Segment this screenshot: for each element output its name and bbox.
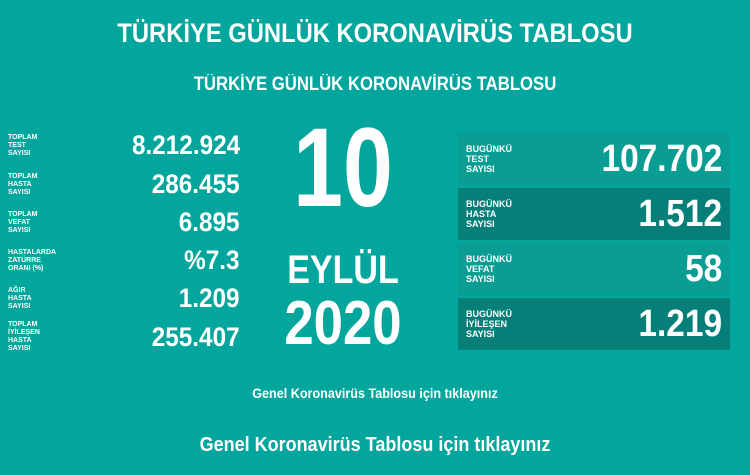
stat-label: TOPLAM TEST SAYISI — [8, 133, 38, 157]
box-value: 1.512 — [638, 192, 722, 235]
stat-label: HASTALARDA ZATÜRRE ORANI (%) — [8, 248, 57, 272]
main-title: TÜRKİYE GÜNLÜK KORONAVİRÜS TABLOSU — [117, 18, 633, 48]
date-year: 2020 — [284, 289, 402, 358]
stat-value: 286.455 — [152, 169, 240, 199]
stat-value: 255.407 — [152, 321, 240, 352]
total-cases-row: TOPLAM HASTA SAYISI 286.455 — [8, 169, 240, 200]
stat-value: 8.212.924 — [131, 130, 240, 160]
subtitle: TÜRKİYE GÜNLÜK KORONAVİRÜS TABLOSU — [193, 74, 557, 95]
box-label: BUGÜNKÜ VEFAT SAYISI — [466, 254, 512, 284]
general-table-link-large[interactable]: Genel Koronavirüs Tablosu için tıklayını… — [199, 434, 551, 456]
box-value: 107.702 — [601, 137, 722, 180]
general-table-link-small[interactable]: Genel Koronavirüs Tablosu için tıklayını… — [252, 385, 498, 401]
today-cases-box: BUGÜNKÜ HASTA SAYISI 1.512 — [458, 188, 730, 240]
stat-value: 6.895 — [179, 207, 240, 237]
stat-label: TOPLAM İYİLEŞEN HASTA SAYISI — [8, 321, 40, 352]
box-label: BUGÜNKÜ TEST SAYISI — [466, 144, 512, 174]
today-deaths-box: BUGÜNKÜ VEFAT SAYISI 58 — [458, 243, 730, 295]
box-value: 1.219 — [638, 302, 722, 345]
total-recovered-row: TOPLAM İYİLEŞEN HASTA SAYISI 255.407 — [8, 321, 240, 353]
date-day: 10 — [293, 105, 393, 230]
total-deaths-row: TOPLAM VEFAT SAYISI 6.895 — [8, 207, 240, 238]
today-test-box: BUGÜNKÜ TEST SAYISI 107.702 — [458, 133, 730, 185]
stat-value: %7.3 — [184, 245, 240, 275]
box-value: 58 — [684, 247, 722, 290]
date-month: EYLÜL — [287, 248, 399, 292]
box-label: BUGÜNKÜ HASTA SAYISI — [466, 199, 512, 229]
stat-label: AĞIR HASTA SAYISI — [8, 286, 32, 310]
stat-value: 1.209 — [179, 283, 240, 313]
box-label: BUGÜNKÜ İYİLEŞEN SAYISI — [466, 309, 512, 339]
stat-label: TOPLAM VEFAT SAYISI — [8, 210, 38, 234]
today-recovered-box: BUGÜNKÜ İYİLEŞEN SAYISI 1.219 — [458, 298, 730, 350]
critical-patients-row: AĞIR HASTA SAYISI 1.209 — [8, 283, 240, 314]
stat-label: TOPLAM HASTA SAYISI — [8, 172, 38, 196]
pneumonia-rate-row: HASTALARDA ZATÜRRE ORANI (%) %7.3 — [8, 245, 240, 276]
total-test-row: TOPLAM TEST SAYISI 8.212.924 — [8, 130, 240, 161]
